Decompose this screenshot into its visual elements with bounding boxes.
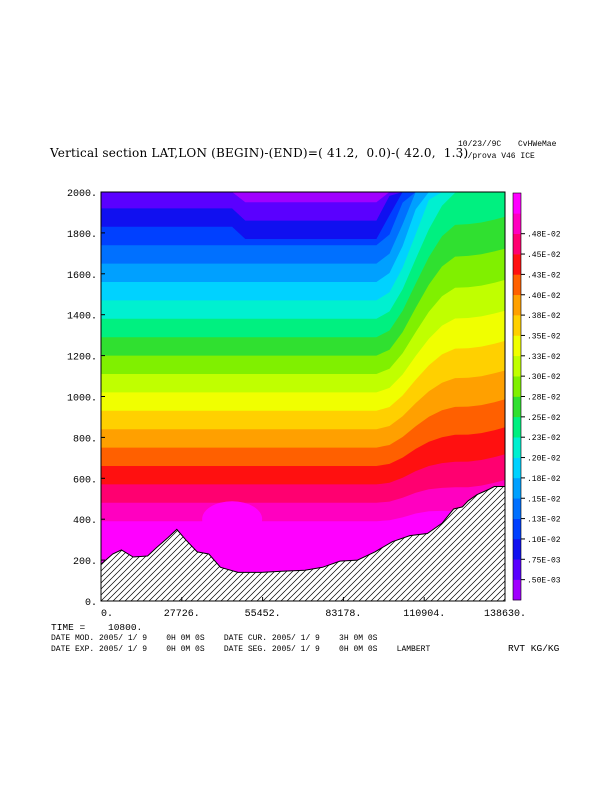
colorbar-segment bbox=[513, 294, 521, 316]
y-tick-label: 400. bbox=[73, 516, 97, 527]
colorbar-label: .20E-02 bbox=[527, 455, 561, 464]
contour-core bbox=[202, 501, 263, 538]
run-name: ../prova V46 ICE bbox=[458, 152, 535, 161]
colorbar-label: .75E-03 bbox=[527, 556, 561, 565]
y-axis: 0. 200. 400. 600. 800. 1000. 1200. 1400. 1600. 18… bbox=[67, 189, 105, 609]
colorbar-segment bbox=[513, 518, 521, 540]
date-line-2: DATE EXP. 2005/ 1/ 9 0H 0M 0S DATE SEG. … bbox=[51, 645, 431, 654]
y-tick-label: 1000. bbox=[67, 394, 97, 405]
y-tick-label: 200. bbox=[73, 557, 97, 568]
contour-field bbox=[101, 192, 505, 601]
y-tick-label: 600. bbox=[73, 475, 97, 486]
x-tick-label: 138630. bbox=[484, 609, 526, 620]
colorbar-label: .15E-02 bbox=[527, 495, 561, 504]
colorbar-label: .28E-02 bbox=[527, 394, 561, 403]
colorbar-label: .48E-02 bbox=[527, 231, 561, 240]
colorbar-label: .40E-02 bbox=[527, 292, 561, 301]
colorbar-label: .38E-02 bbox=[527, 312, 561, 321]
colorbar-segment bbox=[513, 355, 521, 377]
x-tick-label: 110904. bbox=[403, 609, 445, 620]
y-tick-label: 0. bbox=[85, 598, 97, 609]
x-tick-label: 55452. bbox=[245, 609, 281, 620]
chart-title: Vertical section LAT,LON (BEGIN)-(END)=(… bbox=[50, 146, 469, 160]
date-line-1: DATE MOD. 2005/ 1/ 9 0H 0M 0S DATE CUR. … bbox=[51, 634, 378, 643]
terrain-hatch bbox=[100, 486, 506, 602]
colorbar-segment bbox=[513, 579, 521, 601]
colorbar: .50E-03 .75E-03 .10E-02 .13E-02 .15E-02 .18E-… bbox=[512, 192, 561, 601]
colorbar-label: .35E-02 bbox=[527, 332, 561, 341]
y-tick-label: 1200. bbox=[67, 353, 97, 364]
colorbar-segment bbox=[513, 213, 521, 234]
x-tick-label: 83178. bbox=[325, 609, 361, 620]
colorbar-label: .43E-02 bbox=[527, 271, 561, 280]
colorbar-segment bbox=[513, 315, 521, 336]
colorbar-segment bbox=[513, 335, 521, 357]
x-axis: 0. 27726. 55452. 83178. 110904. 138630. bbox=[100, 597, 526, 620]
colorbar-segment bbox=[513, 457, 521, 479]
colorbar-label: .50E-03 bbox=[527, 577, 561, 586]
colorbar-segment bbox=[513, 559, 521, 580]
colorbar-label: .30E-02 bbox=[527, 373, 561, 382]
x-tick-label: 0. bbox=[101, 609, 113, 620]
colorbar-label: .13E-02 bbox=[527, 516, 561, 525]
y-tick-label: 1400. bbox=[67, 312, 97, 323]
field-label: RVT KG/KG bbox=[508, 643, 560, 654]
y-tick-label: 2000. bbox=[67, 189, 97, 200]
colorbar-label: .45E-02 bbox=[527, 251, 561, 260]
x-tick-label: 27726. bbox=[164, 609, 200, 620]
colorbar-segment bbox=[513, 274, 521, 296]
colorbar-segment bbox=[513, 193, 521, 214]
colorbar-label: .33E-02 bbox=[527, 353, 561, 362]
y-tick-label: 800. bbox=[73, 434, 97, 445]
colorbar-segment bbox=[513, 416, 521, 438]
colorbar-segment bbox=[513, 233, 521, 255]
colorbar-segment bbox=[513, 498, 521, 519]
colorbar-label: .10E-02 bbox=[527, 536, 561, 545]
colorbar-label: .18E-02 bbox=[527, 475, 561, 484]
colorbar-segment bbox=[513, 396, 521, 418]
colorbar-label: .25E-02 bbox=[527, 414, 561, 423]
colorbar-segment bbox=[513, 254, 521, 275]
colorbar-segment bbox=[513, 538, 521, 560]
colorbar-label: .23E-02 bbox=[527, 434, 561, 443]
y-tick-label: 1800. bbox=[67, 230, 97, 241]
time-label: TIME = 10800. bbox=[51, 622, 143, 633]
y-tick-label: 1600. bbox=[67, 271, 97, 282]
colorbar-segment bbox=[513, 477, 521, 499]
colorbar-segment bbox=[513, 376, 521, 397]
colorbar-segment bbox=[513, 437, 521, 458]
date-code: 10/23//9C bbox=[458, 140, 502, 149]
user-code: CvHWeMae bbox=[518, 140, 557, 149]
